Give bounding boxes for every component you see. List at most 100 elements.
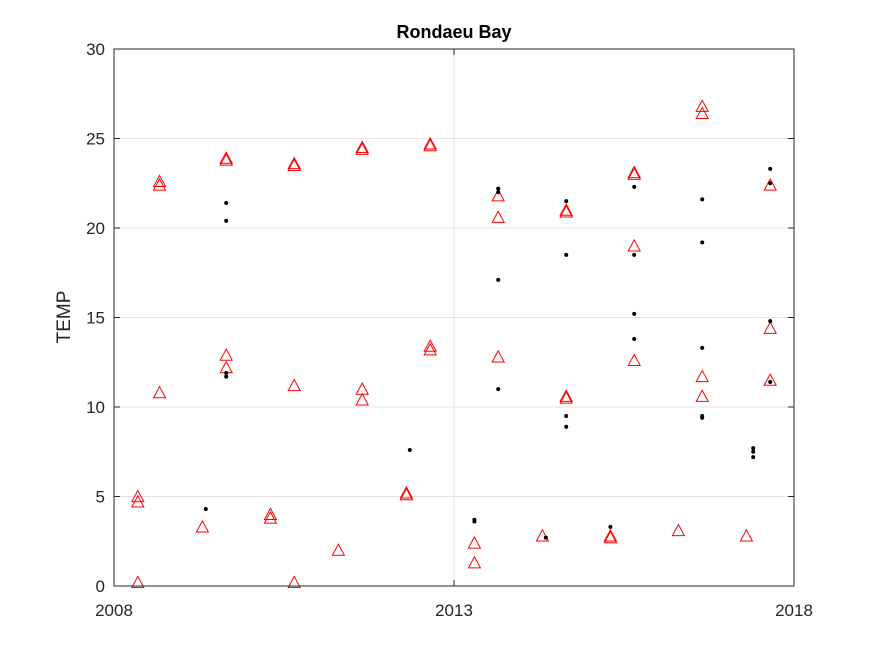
dot-marker	[768, 166, 773, 171]
triangle-marker	[130, 575, 145, 589]
triangle-marker	[559, 204, 574, 218]
triangle-marker	[467, 555, 482, 569]
dot-marker	[632, 311, 637, 316]
triangle-marker	[287, 156, 302, 170]
triangle-marker	[423, 138, 438, 152]
triangle-marker	[491, 188, 506, 202]
triangle-marker	[627, 238, 642, 252]
triangle-marker	[559, 390, 574, 404]
data-markers	[130, 99, 778, 589]
triangle-marker	[399, 485, 414, 499]
triangle-marker	[219, 348, 234, 361]
dot-marker	[224, 200, 229, 205]
y-tick-label: 10	[86, 398, 105, 417]
triangle-marker	[627, 165, 642, 179]
dot-marker	[224, 370, 229, 375]
dot-marker	[700, 240, 705, 245]
dot-marker	[632, 336, 637, 341]
triangle-marker	[423, 339, 438, 352]
y-tick-label: 15	[86, 309, 105, 328]
dot-marker	[768, 319, 773, 324]
triangle-marker	[130, 494, 145, 508]
dot-marker	[768, 181, 773, 186]
triangle-marker	[491, 210, 506, 223]
triangle-marker	[559, 389, 574, 402]
grid	[114, 49, 794, 586]
triangle-marker	[263, 510, 278, 524]
dot-marker	[224, 374, 229, 379]
dot-marker	[608, 524, 613, 529]
triangle-marker	[423, 342, 438, 356]
dot-marker	[224, 218, 229, 223]
triangle-marker	[603, 528, 618, 542]
triangle-marker	[152, 174, 167, 188]
triangle-marker	[287, 575, 302, 589]
dot-marker	[751, 455, 756, 460]
triangle-marker	[739, 528, 754, 542]
triangle-marker	[467, 535, 482, 549]
triangle-marker	[355, 392, 370, 406]
y-axis-label: TEMP	[54, 291, 75, 344]
axis-ticks: 0 5 10 15 20 25 30 2008 2013 2018	[86, 40, 813, 620]
dot-marker	[496, 186, 501, 191]
triangle-marker	[763, 373, 778, 386]
dot-marker	[203, 507, 208, 512]
triangle-marker	[535, 528, 550, 542]
dot-marker	[564, 252, 569, 257]
triangle-marker	[355, 140, 370, 154]
dot-marker	[700, 197, 705, 202]
dot-marker	[632, 252, 637, 257]
dot-marker	[543, 535, 548, 540]
triangle-marker	[399, 487, 414, 501]
dot-marker	[700, 345, 705, 350]
chart-title: Rondaeu Bay	[396, 22, 511, 42]
triangle-marker	[195, 519, 210, 533]
triangle-marker	[603, 530, 618, 544]
triangle-marker	[287, 158, 302, 171]
x-tick-label: 2018	[775, 601, 813, 620]
dot-marker	[751, 446, 756, 451]
triangle-marker	[763, 321, 778, 334]
triangle-marker	[695, 99, 710, 112]
y-tick-label: 20	[86, 219, 105, 238]
triangle-marker	[152, 177, 167, 191]
dot-marker	[564, 413, 569, 418]
dot-marker	[407, 447, 412, 452]
triangle-marker	[763, 177, 778, 191]
y-tick-label: 0	[96, 577, 105, 596]
triangle-marker	[627, 353, 642, 367]
triangle-marker	[263, 507, 278, 520]
triangle-marker	[695, 369, 710, 383]
x-tick-label: 2008	[95, 601, 133, 620]
y-tick-label: 25	[86, 130, 105, 149]
x-tick-label: 2013	[435, 601, 473, 620]
triangle-marker	[152, 385, 167, 399]
triangle-marker	[355, 142, 370, 155]
triangle-marker	[695, 106, 710, 120]
dot-marker	[496, 277, 501, 282]
triangle-marker	[627, 167, 642, 180]
dot-marker	[564, 199, 569, 204]
triangle-marker	[219, 151, 234, 164]
triangle-marker	[219, 152, 234, 166]
triangle-marker	[130, 489, 145, 503]
triangle-marker	[331, 543, 346, 556]
triangle-marker	[287, 378, 302, 392]
dot-marker	[564, 424, 569, 429]
dot-marker	[751, 449, 756, 454]
y-tick-label: 5	[96, 488, 105, 507]
y-tick-label: 30	[86, 40, 105, 59]
triangle-marker	[559, 203, 574, 216]
dot-marker	[700, 415, 705, 420]
dot-marker	[496, 387, 501, 392]
dot-marker	[632, 184, 637, 189]
dot-marker	[472, 519, 477, 524]
dot-marker	[768, 379, 773, 384]
triangle-marker	[423, 136, 438, 150]
dot-marker	[496, 190, 501, 195]
triangle-marker	[671, 523, 686, 537]
triangle-marker	[491, 349, 506, 363]
triangle-marker	[695, 389, 710, 402]
